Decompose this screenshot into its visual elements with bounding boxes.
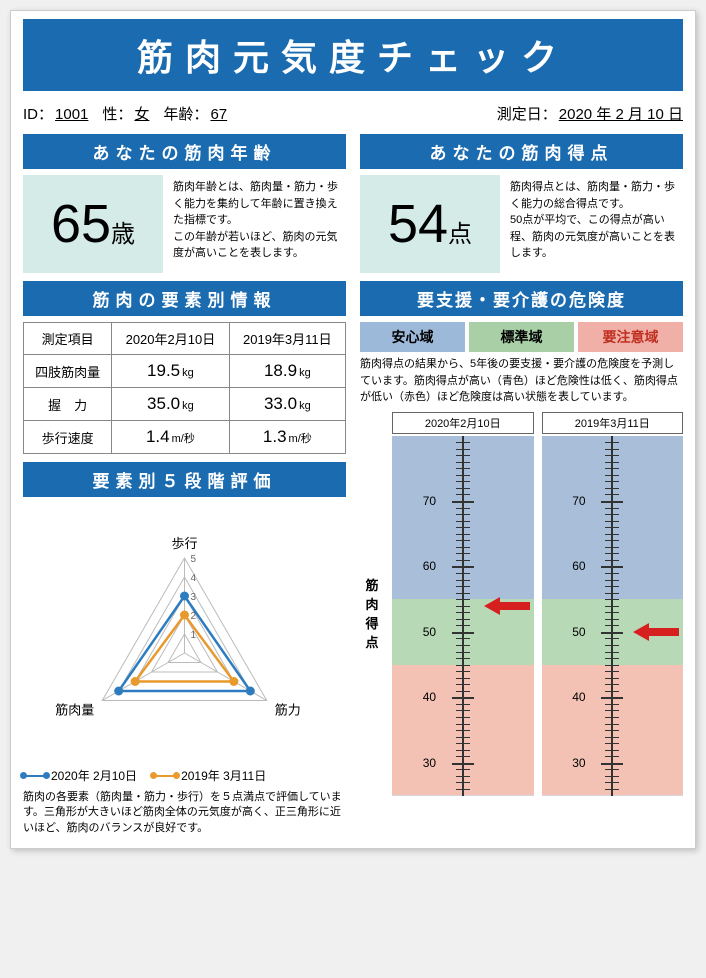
th-date2: 2019年3月11日 xyxy=(229,323,345,355)
gauge-axis-label: 筋肉得点 xyxy=(360,412,384,796)
legend-item: 2019年 3月11日 xyxy=(153,767,266,784)
radar-legend: 2020年 2月10日 2019年 3月11日 xyxy=(23,767,346,784)
table-row: 歩行速度1.4m/秒1.3m/秒 xyxy=(24,421,346,454)
gauge-date: 2020年2月10日 xyxy=(392,412,534,434)
gauge-body: 3040506070 xyxy=(392,436,534,796)
table-row: 握 力35.0kg33.0kg xyxy=(24,388,346,421)
svg-text:筋力: 筋力 xyxy=(275,703,301,718)
left-column: あなたの筋肉年齢 65 歳 筋肉年齢とは、筋肉量・筋力・歩く能力を集約して年齢に… xyxy=(23,134,346,836)
muscle-score-unit: 点 xyxy=(448,214,472,249)
radar-footnote: 筋肉の各要素（筋肉量・筋力・歩行）を５点満点で評価しています。三角形が大きいほど… xyxy=(23,790,346,836)
th-date1: 2020年2月10日 xyxy=(112,323,229,355)
muscle-age-unit: 歳 xyxy=(111,214,135,249)
muscle-score-desc: 筋肉得点とは、筋肉量・筋力・歩く能力の総合得点です。 50点が平均で、この得点が… xyxy=(508,175,683,273)
legend-item: 2020年 2月10日 xyxy=(23,767,137,784)
svg-text:5: 5 xyxy=(191,554,197,565)
zone-legend: 安心域 標準域 要注意域 xyxy=(360,322,683,352)
main-title: 筋肉元気度チェック xyxy=(23,19,683,91)
svg-text:4: 4 xyxy=(191,573,197,584)
muscle-score-value: 54 xyxy=(388,193,448,255)
report-card: 筋肉元気度チェック ID：1001 性：女 年齢：67 測定日：2020 年 2… xyxy=(10,10,696,849)
gauge-body: 3040506070 xyxy=(542,436,684,796)
th-item: 測定項目 xyxy=(24,323,112,355)
date-label: 測定日： xyxy=(497,106,557,123)
right-column: あなたの筋肉得点 54 点 筋肉得点とは、筋肉量・筋力・歩く能力の総合得点です。… xyxy=(360,134,683,836)
id-value: 1001 xyxy=(55,106,88,123)
sex-label: 性： xyxy=(102,106,132,123)
zone-safe: 安心域 xyxy=(360,322,465,352)
zone-std: 標準域 xyxy=(469,322,574,352)
table-row: 四肢筋肉量19.5kg18.9kg xyxy=(24,355,346,388)
age-label: 年齢： xyxy=(163,106,208,123)
muscle-age-header: あなたの筋肉年齢 xyxy=(23,134,346,169)
zone-warn: 要注意域 xyxy=(578,322,683,352)
age-value: 67 xyxy=(210,106,227,123)
gauge-col-1: 2019年3月11日 3040506070 xyxy=(542,412,684,796)
svg-text:歩行: 歩行 xyxy=(171,536,197,551)
date-value: 2020 年 2 月 10 日 xyxy=(559,106,683,123)
muscle-age-box: 65 歳 xyxy=(23,175,163,273)
gauge-date: 2019年3月11日 xyxy=(542,412,684,434)
radar-chart: 12345歩行筋力筋肉量 xyxy=(23,503,346,763)
gauge-col-0: 2020年2月10日 3040506070 xyxy=(392,412,534,796)
muscle-age-value: 65 xyxy=(51,193,111,255)
sex-value: 女 xyxy=(134,106,149,123)
muscle-age-desc: 筋肉年齢とは、筋肉量・筋力・歩く能力を集約して年齢に置き換えた指標です。 この年… xyxy=(171,175,346,273)
radar-header: 要素別５段階評価 xyxy=(23,462,346,497)
svg-text:筋肉量: 筋肉量 xyxy=(55,703,94,718)
gauge-row: 筋肉得点 2020年2月10日 3040506070 2019年3月11日 30… xyxy=(360,412,683,796)
element-info-header: 筋肉の要素別情報 xyxy=(23,281,346,316)
risk-description: 筋肉得点の結果から、5年後の要支援・要介護の危険度を予測しています。筋肉得点が高… xyxy=(360,356,683,406)
muscle-score-header: あなたの筋肉得点 xyxy=(360,134,683,169)
measurement-table: 測定項目 2020年2月10日 2019年3月11日 四肢筋肉量19.5kg18… xyxy=(23,322,346,454)
svg-text:3: 3 xyxy=(191,592,197,603)
patient-info: ID：1001 性：女 年齢：67 測定日：2020 年 2 月 10 日 xyxy=(23,99,683,134)
risk-header: 要支援・要介護の危険度 xyxy=(360,281,683,316)
id-label: ID： xyxy=(23,106,53,123)
muscle-score-box: 54 点 xyxy=(360,175,500,273)
